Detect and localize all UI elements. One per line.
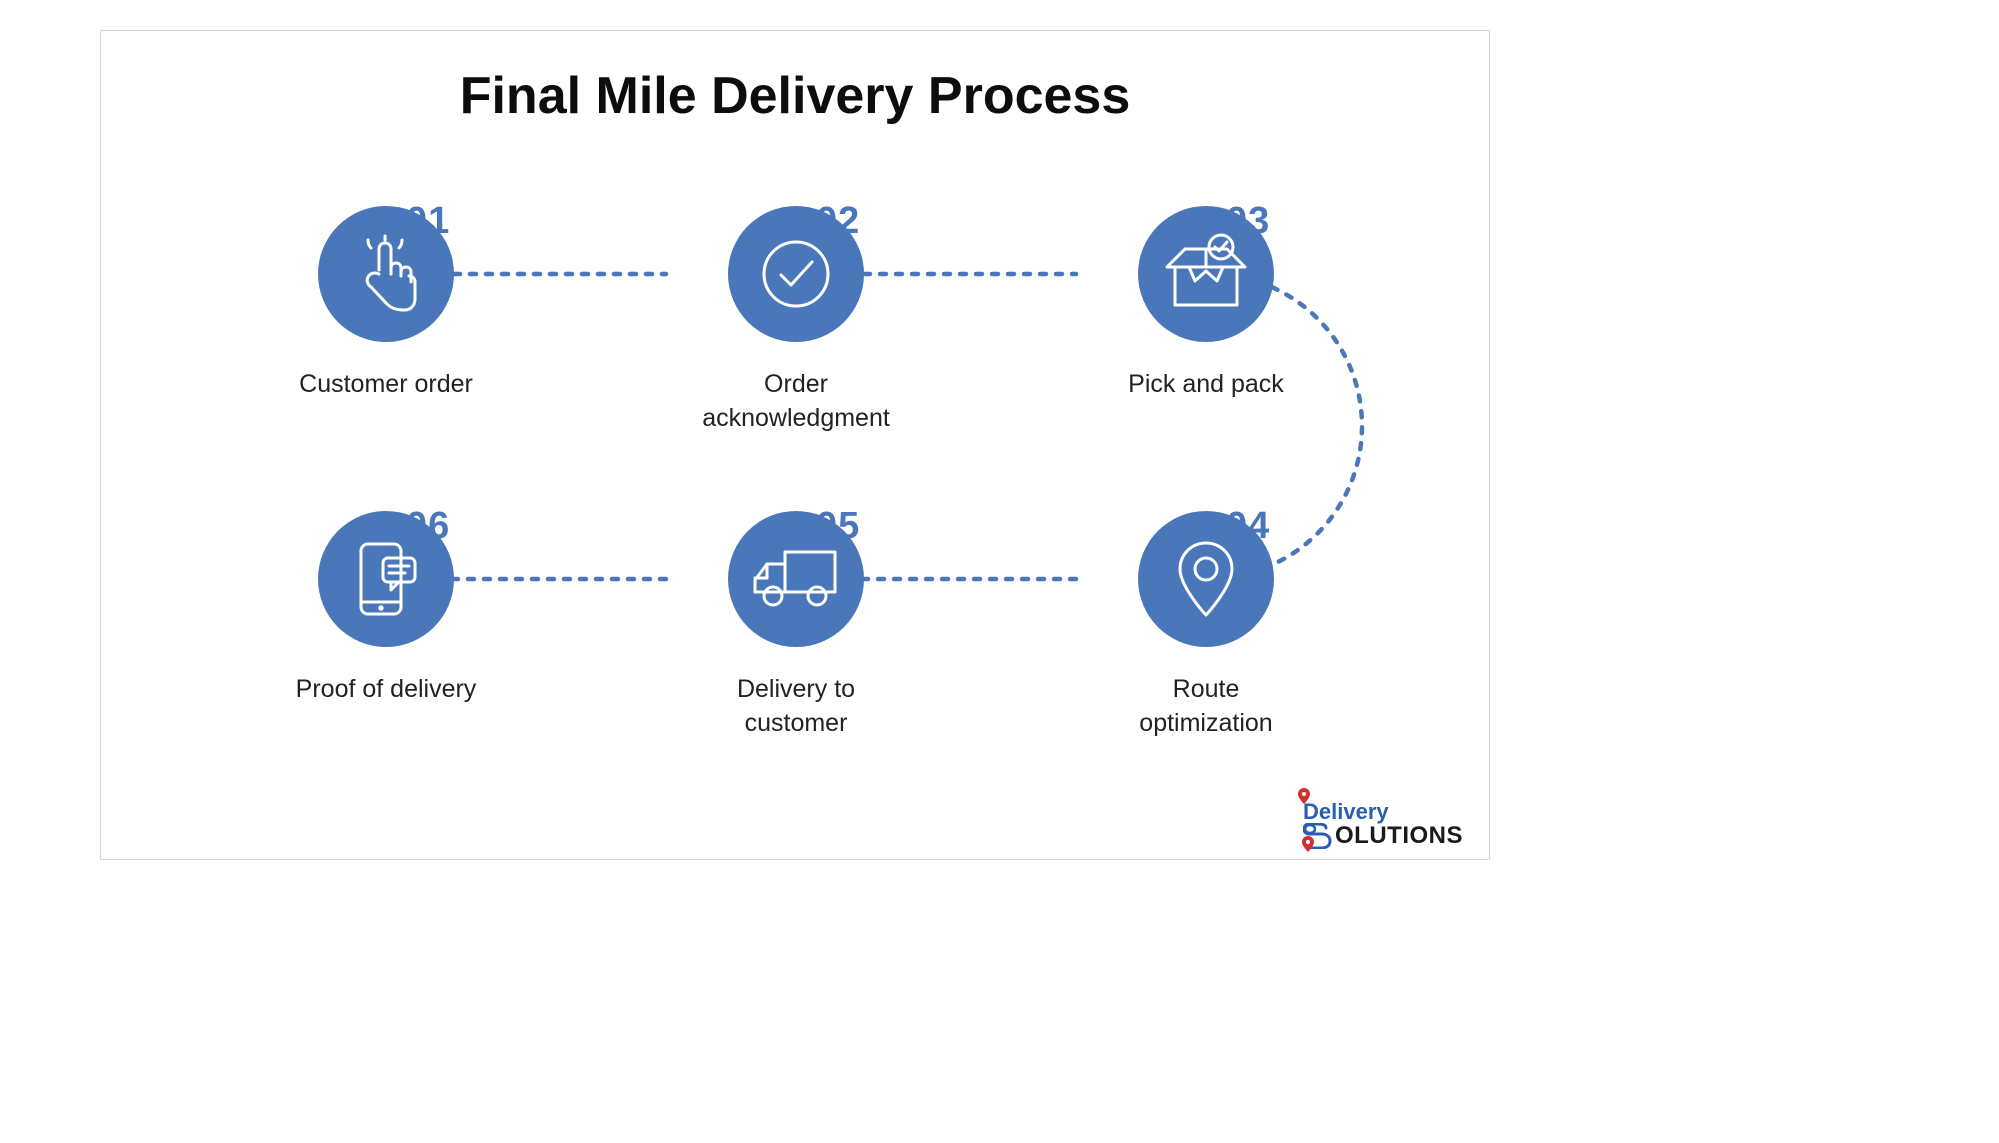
step-number: 03: [1226, 200, 1270, 243]
step-number: 02: [816, 200, 860, 243]
process-step: 06 Proof of delivery: [256, 511, 516, 707]
step-number: 05: [816, 505, 860, 548]
page-title: Final Mile Delivery Process: [101, 66, 1489, 126]
step-label: Orderacknowledgment: [666, 368, 926, 436]
map-pin-icon: [1301, 835, 1315, 853]
step-label: Routeoptimization: [1076, 673, 1336, 741]
process-step: 05 Delivery tocustomer: [666, 511, 926, 741]
logo-bottom-text: OLUTIONS: [1335, 824, 1463, 848]
infographic-frame: Final Mile Delivery Process 01 Customer …: [100, 30, 1490, 860]
step-number: 06: [406, 505, 450, 548]
process-step: 01 Customer order: [256, 206, 516, 402]
brand-logo: Delivery OLUTIONS: [1303, 801, 1463, 849]
logo-top-text: Delivery: [1303, 801, 1463, 823]
map-pin-icon: [1297, 787, 1311, 805]
step-number: 04: [1226, 505, 1270, 548]
step-number: 01: [406, 200, 450, 243]
process-step: 02 Orderacknowledgment: [666, 206, 926, 436]
process-step: 03 Pick and pack: [1076, 206, 1336, 402]
step-label: Proof of delivery: [256, 673, 516, 707]
process-step: 04 Routeoptimization: [1076, 511, 1336, 741]
step-label: Pick and pack: [1076, 368, 1336, 402]
step-label: Delivery tocustomer: [666, 673, 926, 741]
logo-bottom-row: OLUTIONS: [1303, 823, 1463, 849]
canvas: Final Mile Delivery Process 01 Customer …: [0, 0, 1999, 1143]
step-label: Customer order: [256, 368, 516, 402]
